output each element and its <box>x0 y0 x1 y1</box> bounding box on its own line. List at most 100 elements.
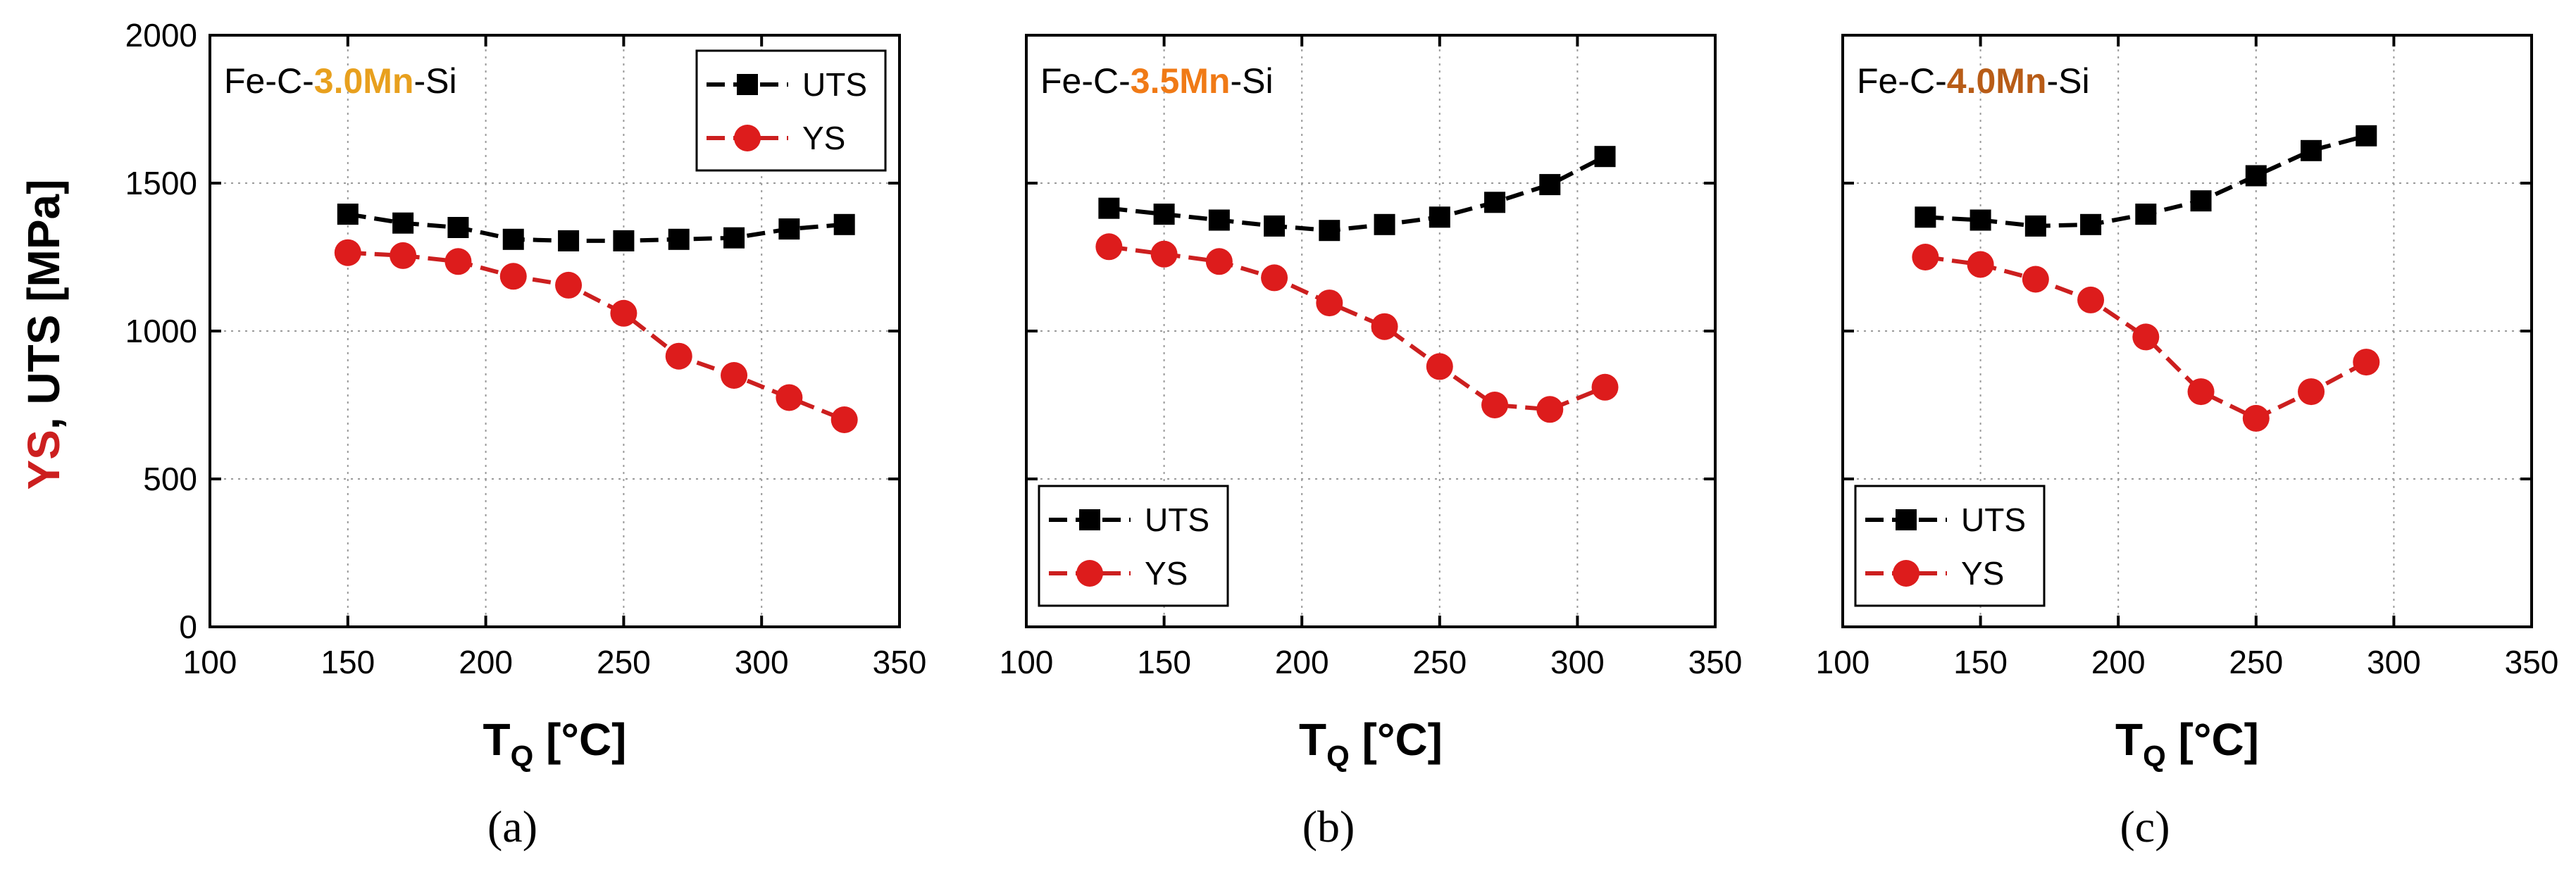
data-point-ys <box>1371 313 1398 340</box>
x-axis-title-subscript: Q <box>1326 740 1350 773</box>
data-point-ys <box>1591 373 1619 401</box>
data-point-ys <box>1426 353 1453 380</box>
legend-label-ys: YS <box>1961 555 2004 592</box>
data-point-ys <box>2187 378 2215 406</box>
x-axis-title: TQ [°C] <box>483 714 627 773</box>
alloy-label: Fe-C-3.5Mn-Si <box>1040 61 1274 101</box>
x-tick-label: 250 <box>2229 644 2283 680</box>
data-point-ys <box>610 299 637 327</box>
panel-label: (b) <box>1302 802 1355 852</box>
data-point-ys <box>1912 244 1939 270</box>
legend-box <box>1854 485 2046 607</box>
x-tick-label: 300 <box>1550 644 1605 680</box>
data-point-uts <box>502 228 524 250</box>
alloy-suffix: -Si <box>2046 61 2089 101</box>
x-tick-label: 150 <box>1137 644 1191 680</box>
alloy-prefix: Fe-C- <box>1040 61 1131 101</box>
y-axis-title-rest: , UTS [MPa] <box>18 180 69 430</box>
data-point-uts <box>1264 215 1286 237</box>
legend-box <box>1038 485 1229 607</box>
legend-label-uts: UTS <box>802 66 867 103</box>
legend-marker-uts <box>1079 509 1100 530</box>
data-point-ys <box>2298 378 2325 406</box>
series-line-uts <box>1109 154 1606 233</box>
x-axis-title-main: T <box>2115 714 2143 765</box>
data-point-uts <box>2024 215 2046 237</box>
x-axis-title-main: T <box>1299 714 1326 765</box>
panel-label: (a) <box>487 802 537 852</box>
alloy-prefix: Fe-C- <box>1857 61 1947 101</box>
legend: UTS YS <box>1854 485 2046 607</box>
legend-marker-uts <box>737 74 758 95</box>
alloy-mn-content: 4.0Mn <box>1947 61 2047 101</box>
x-tick-label: 200 <box>459 644 513 680</box>
y-axis-title-ys: YS <box>18 430 69 490</box>
legend-label-ys: YS <box>802 120 845 156</box>
legend-marker-uts <box>1896 509 1917 530</box>
data-point-uts <box>2190 190 2212 212</box>
y-tick-label: 1500 <box>125 165 197 201</box>
x-tick-label: 300 <box>2367 644 2421 680</box>
data-point-ys <box>1967 251 1994 278</box>
data-point-uts <box>2135 204 2157 225</box>
data-point-uts <box>1153 204 1175 225</box>
legend-box <box>695 49 887 172</box>
data-point-ys <box>2022 266 2049 293</box>
x-tick-label: 150 <box>321 644 375 680</box>
panel-label: (c) <box>2120 802 2170 852</box>
x-tick-label: 200 <box>2091 644 2146 680</box>
alloy-mn-content: 3.5Mn <box>1131 61 1231 101</box>
alloy-label: Fe-C-3.0Mn-Si <box>224 61 457 101</box>
data-point-ys <box>2132 323 2160 351</box>
data-point-uts <box>447 217 469 238</box>
data-point-uts <box>1970 209 1991 231</box>
alloy-label: Fe-C-4.0Mn-Si <box>1857 61 2090 101</box>
data-point-ys <box>390 242 417 269</box>
data-point-uts <box>2080 213 2102 235</box>
legend-label-uts: UTS <box>1145 501 1209 538</box>
legend-marker-ys <box>1893 560 1919 587</box>
y-tick-label: 0 <box>179 609 197 645</box>
data-point-uts <box>668 228 690 250</box>
legend-label-uts: UTS <box>1961 501 2026 538</box>
data-point-uts <box>1098 197 1120 219</box>
data-point-ys <box>721 362 748 389</box>
data-point-uts <box>778 218 800 240</box>
data-point-uts <box>2245 165 2267 187</box>
alloy-suffix: -Si <box>1230 61 1273 101</box>
legend-label-ys: YS <box>1145 555 1188 592</box>
data-point-uts <box>1915 206 1936 228</box>
legend-marker-ys <box>1076 560 1103 587</box>
data-point-uts <box>613 230 635 251</box>
x-axis-title: TQ [°C] <box>2115 714 2259 773</box>
y-tick-label: 2000 <box>125 17 197 54</box>
x-axis-title: TQ [°C] <box>1299 714 1443 773</box>
y-axis-title: YS, UTS [MPa] <box>18 180 69 490</box>
legend-marker-ys <box>734 125 761 151</box>
x-axis-title-unit: [°C] <box>533 714 626 765</box>
data-point-ys <box>334 239 361 266</box>
data-point-ys <box>665 342 692 370</box>
data-point-uts <box>337 204 359 225</box>
alloy-suffix: -Si <box>413 61 456 101</box>
data-point-uts <box>2301 139 2322 161</box>
data-point-uts <box>392 212 414 234</box>
data-point-uts <box>833 213 855 235</box>
x-axis-title-unit: [°C] <box>2166 714 2259 765</box>
series-line-ys <box>347 250 845 422</box>
chart-panel-c: 100 150 200 250 300 350 TQ [°C] (c) Fe-C-4.0Mn-S… <box>1816 34 2558 852</box>
data-point-uts <box>1429 206 1450 228</box>
data-point-ys <box>830 406 858 433</box>
alloy-prefix: Fe-C- <box>224 61 314 101</box>
series-line-ys <box>1924 255 2367 421</box>
data-point-uts <box>723 227 745 249</box>
x-tick-label: 300 <box>735 644 789 680</box>
x-tick-label: 100 <box>1000 644 1054 680</box>
data-point-ys <box>1481 392 1509 418</box>
series-line-ys <box>1108 244 1606 412</box>
data-point-uts <box>2356 125 2377 146</box>
x-tick-label: 350 <box>1688 644 1743 680</box>
data-point-ys <box>1316 289 1343 317</box>
x-tick-label: 100 <box>1816 644 1870 680</box>
